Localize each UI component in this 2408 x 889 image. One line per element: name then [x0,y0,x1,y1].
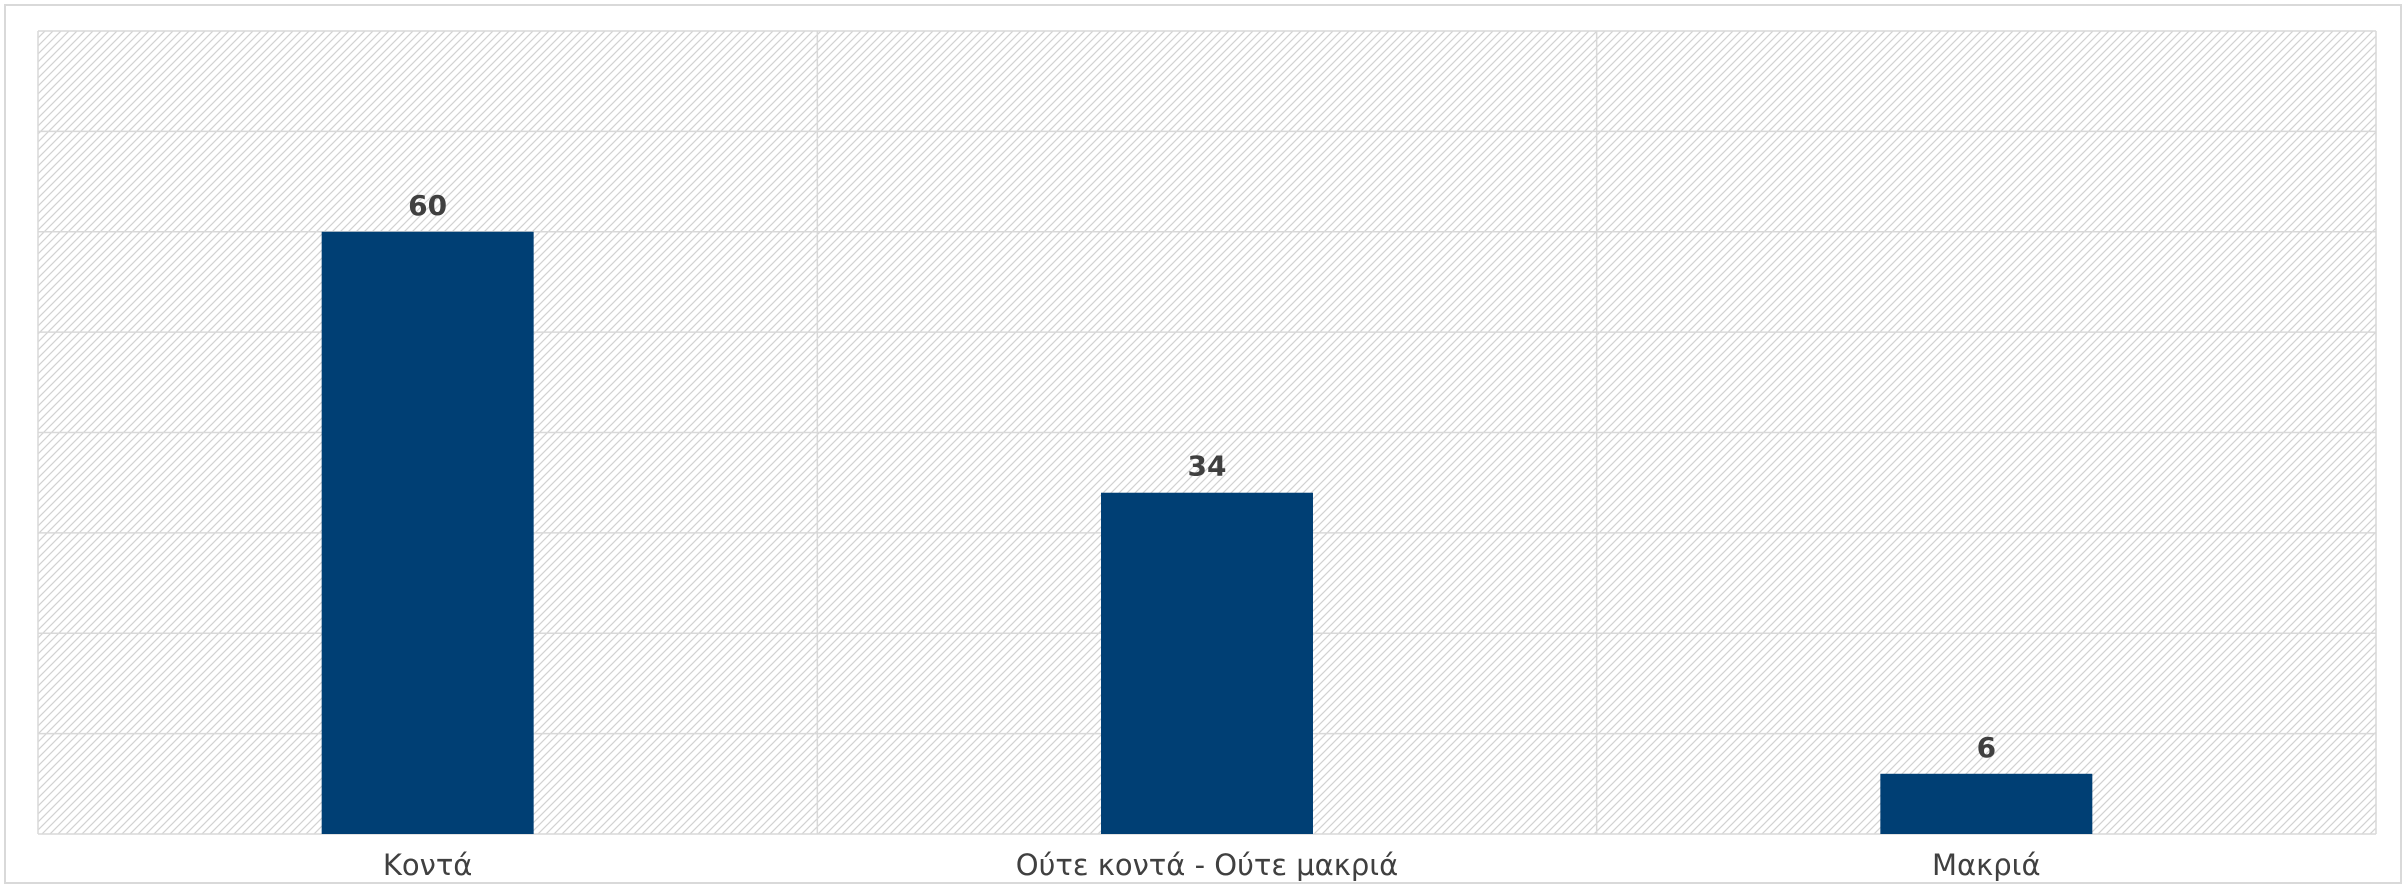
data-labels: 60 34 6 [408,189,1996,764]
category-label-2: Μακριά [1932,848,2041,882]
category-label-1: Ούτε κοντά - Ούτε μακριά [1016,848,1398,882]
chart-frame: 60 34 6 Κοντά Ούτε κοντά - Ούτε μακριά Μακρι… [4,4,2402,884]
bar-1 [1101,492,1313,834]
bar-0 [321,231,534,834]
data-label-0: 60 [408,189,447,222]
data-label-2: 6 [1977,731,1996,764]
category-label-0: Κοντά [383,848,473,882]
category-labels: Κοντά Ούτε κοντά - Ούτε μακριά Μακριά [383,848,2041,882]
bar-2 [1880,773,2093,834]
bar-chart: 60 34 6 Κοντά Ούτε κοντά - Ούτε μακριά Μακρι… [37,30,2377,882]
bars [321,231,2093,834]
data-label-1: 34 [1188,450,1227,483]
